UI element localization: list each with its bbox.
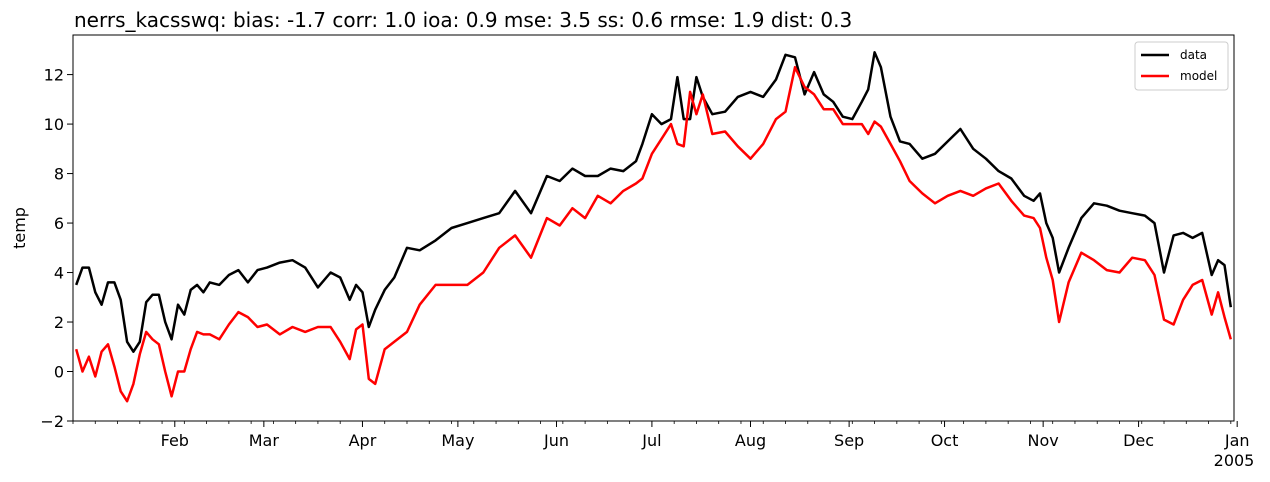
x-tick-label: Dec	[1123, 431, 1154, 450]
x-tick-label: Sep	[834, 431, 864, 450]
y-axis-label: temp	[10, 207, 29, 249]
series-line-model	[74, 65, 1233, 403]
legend: data model	[1134, 41, 1229, 91]
x-tick-label: Apr	[349, 431, 377, 450]
y-tick-label: 0	[54, 363, 64, 382]
x-tick-label: May	[441, 431, 474, 450]
plot-lines	[74, 51, 1233, 403]
y-tick-label: −2	[40, 412, 64, 431]
x-tick-label: Mar	[249, 431, 280, 450]
y-tick-label: 4	[54, 264, 64, 283]
x-tick-label: Feb	[161, 431, 189, 450]
x-tick-label: Jan	[1224, 431, 1250, 450]
chart-title: nerrs_kacsswq: bias: -1.7 corr: 1.0 ioa:…	[74, 8, 852, 32]
x-axis: Feb Mar Apr May Jun Jul Aug Sep Oct Nov Dec Jan	[72, 421, 1250, 450]
y-axis: −2 0 2 4 6 8 10 12	[40, 66, 73, 431]
x-tick-label: Aug	[735, 431, 766, 450]
y-tick-label: 8	[54, 165, 64, 184]
legend-label-model: model	[1180, 69, 1217, 83]
y-tick-label: 6	[54, 214, 64, 233]
plot-frame	[72, 34, 1235, 422]
x-axis-year-label: 2005	[1214, 451, 1255, 470]
x-tick-label: Oct	[931, 431, 959, 450]
legend-label-data: data	[1180, 48, 1207, 62]
x-tick-label: Nov	[1028, 431, 1059, 450]
series-line-data	[75, 51, 1233, 353]
x-tick-label: Jun	[543, 431, 569, 450]
y-tick-label: 10	[44, 115, 64, 134]
x-tick-label: Jul	[641, 431, 661, 450]
y-tick-label: 2	[54, 313, 64, 332]
y-tick-label: 12	[44, 66, 64, 85]
